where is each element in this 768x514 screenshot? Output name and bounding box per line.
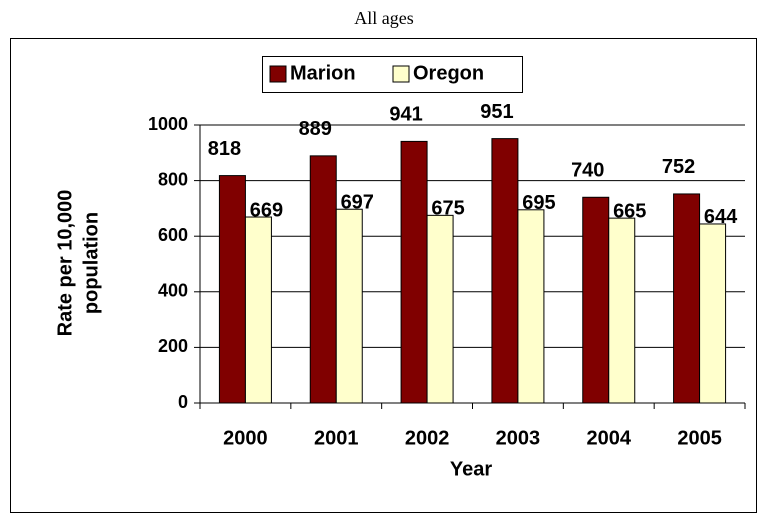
data-label: 818 — [208, 138, 241, 160]
y-axis-label-line: Rate per 10,000 — [54, 190, 76, 337]
x-tick-label: 2003 — [496, 427, 541, 449]
data-label: 669 — [250, 199, 283, 221]
data-label: 697 — [341, 192, 374, 214]
bar — [673, 193, 701, 404]
y-tick-label: 400 — [158, 281, 188, 301]
y-tick-label: 0 — [178, 392, 188, 412]
bar — [335, 208, 363, 404]
data-label: 644 — [704, 206, 738, 228]
data-label: 889 — [299, 118, 332, 140]
bar — [582, 196, 610, 404]
y-axis-label-line: population — [80, 212, 102, 314]
y-axis-label: Rate per 10,000 population — [54, 190, 102, 337]
data-label: 951 — [480, 101, 513, 123]
data-label: 665 — [613, 200, 646, 222]
bar — [218, 175, 246, 404]
bar — [426, 214, 454, 404]
chart-frame — [10, 38, 757, 513]
data-label: 941 — [389, 104, 422, 126]
legend-label: Oregon — [413, 62, 484, 84]
legend-swatch — [269, 65, 287, 83]
bar — [491, 138, 519, 404]
x-tick-label: 2000 — [223, 427, 268, 449]
bar — [244, 216, 272, 404]
x-tick-label: 2005 — [677, 427, 722, 449]
x-tick-label: 2002 — [405, 427, 450, 449]
chart-title: All ages — [354, 8, 413, 28]
bar — [309, 155, 337, 404]
y-tick-label: 200 — [158, 336, 188, 356]
y-tick-label: 800 — [158, 169, 188, 189]
legend-label: Marion — [290, 62, 356, 84]
legend-swatch — [392, 65, 410, 83]
y-tick-label: 1000 — [148, 114, 188, 134]
data-label: 740 — [571, 160, 604, 182]
y-tick-label: 600 — [158, 225, 188, 245]
x-tick-label: 2004 — [587, 427, 632, 449]
data-label: 675 — [431, 198, 464, 220]
bar — [608, 217, 636, 404]
x-axis-label: Year — [450, 458, 492, 480]
data-label: 695 — [522, 192, 555, 214]
bar — [400, 140, 428, 404]
bar — [517, 209, 545, 404]
data-label: 752 — [662, 156, 695, 178]
bar — [699, 223, 727, 404]
x-tick-label: 2001 — [314, 427, 359, 449]
